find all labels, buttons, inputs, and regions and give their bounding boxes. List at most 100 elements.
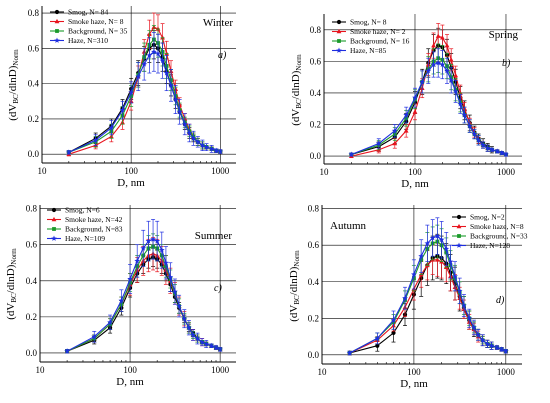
y-tick-label: 0.4 [308,277,320,287]
y-tick-label: 0.6 [310,56,322,66]
legend-entry: Background, N=83 [65,225,123,234]
x-tick-label: 100 [408,167,422,177]
series-background [65,233,223,354]
series-haze [64,219,223,354]
legend-entry: Haze, N=85 [350,46,387,55]
y-tick-label: 0.8 [310,25,322,35]
data-point [91,333,98,340]
y-tick-label: 0.2 [26,312,37,322]
data-point [348,151,355,157]
data-point [64,348,70,354]
panel-letter: a) [218,50,227,61]
data-point [213,344,219,350]
series-haze [65,32,224,155]
data-point [92,137,99,143]
y-axis-label: (dVBC/dlnD)Norm [290,54,303,126]
legend-entry: Haze, N=128 [470,241,510,250]
data-point [502,348,509,354]
legend-marker [456,214,462,220]
data-point [457,90,463,95]
data-point [217,346,223,352]
data-point [150,236,156,242]
data-point [402,295,408,301]
panel-letter: d) [496,295,505,306]
data-point [375,140,382,146]
data-point [145,238,152,244]
panel-summer: 10 100 1000 0.0 0.2 0.4 0.6 0.8 D, nm (dVBC/dlnD)… [5,204,236,388]
data-point [176,108,183,115]
data-point [154,238,161,244]
data-point [168,82,174,88]
data-point [203,144,210,150]
data-point [452,273,458,279]
x-tick-label: 10 [38,166,48,176]
data-point [213,147,220,154]
data-point [390,317,397,323]
y-tick-label: 0.4 [26,276,38,286]
data-point [494,344,500,350]
data-point [403,112,410,118]
data-point [158,247,165,253]
y-tick-label: 0.4 [28,79,40,89]
legend-entry: Smog, N= 84 [68,8,109,17]
data-point [488,342,495,349]
y-axis-label: (dVBC/dlnD)Norm [5,248,18,320]
legend-entry: Smoke haze, N=8 [470,222,524,231]
data-point [418,253,425,259]
legend-entry: Smoke haze, N= 2 [350,27,406,36]
x-tick-label: 1000 [497,367,516,377]
data-point [194,335,201,341]
data-point [475,331,481,338]
data-point [374,335,381,341]
legend-marker [51,235,57,241]
data-point [411,271,417,277]
x-tick-label: 1000 [211,365,230,375]
y-tick-label: 0.2 [28,114,39,124]
legend-marker [457,234,461,238]
y-tick-label: 0.8 [308,204,320,214]
data-point [439,35,445,40]
y-tick-label: 0.6 [26,240,38,250]
data-point [107,319,113,325]
data-point [141,61,148,67]
data-point [135,73,142,79]
season-label: Autumn [330,220,367,232]
panel-autumn: 10 100 1000 0.0 0.2 0.4 0.6 0.8 D, nm (dVBC/dlnD)… [288,204,528,390]
series-smoke [347,243,509,356]
data-point [484,340,491,347]
x-tick-label: 100 [124,166,138,176]
data-point [434,257,440,262]
legend-entry: Smoke haze, N= 8 [68,17,124,26]
data-point [181,121,188,127]
x-tick-label: 10 [320,167,330,177]
x-tick-label: 100 [123,365,137,375]
y-tick-label: 0.2 [310,120,321,130]
y-axis-label: (dVBC/dlnD)Norm [288,250,301,322]
data-point [199,339,205,345]
data-point [181,315,188,322]
data-point [431,42,436,48]
legend-entry: Smoke haze, N=42 [65,215,123,224]
season-label: Winter [203,17,233,29]
data-point [471,324,477,330]
x-axis-label: D, nm [117,177,145,189]
data-point [484,145,491,151]
panel-letter: c) [214,283,222,294]
season-label: Summer [195,230,233,242]
y-tick-label: 0.0 [308,350,320,360]
data-point [461,112,468,118]
data-point [186,130,193,136]
legend-marker [336,19,342,25]
data-point [392,140,398,146]
data-point [494,148,501,154]
legend-marker [456,242,462,248]
y-tick-label: 0.6 [28,43,40,53]
legend-marker [54,37,60,43]
data-point [208,342,215,349]
data-point [466,315,473,321]
series-haze [348,48,509,157]
data-point [164,51,170,56]
data-point [167,274,174,280]
data-point [457,101,464,107]
data-point [159,57,166,64]
